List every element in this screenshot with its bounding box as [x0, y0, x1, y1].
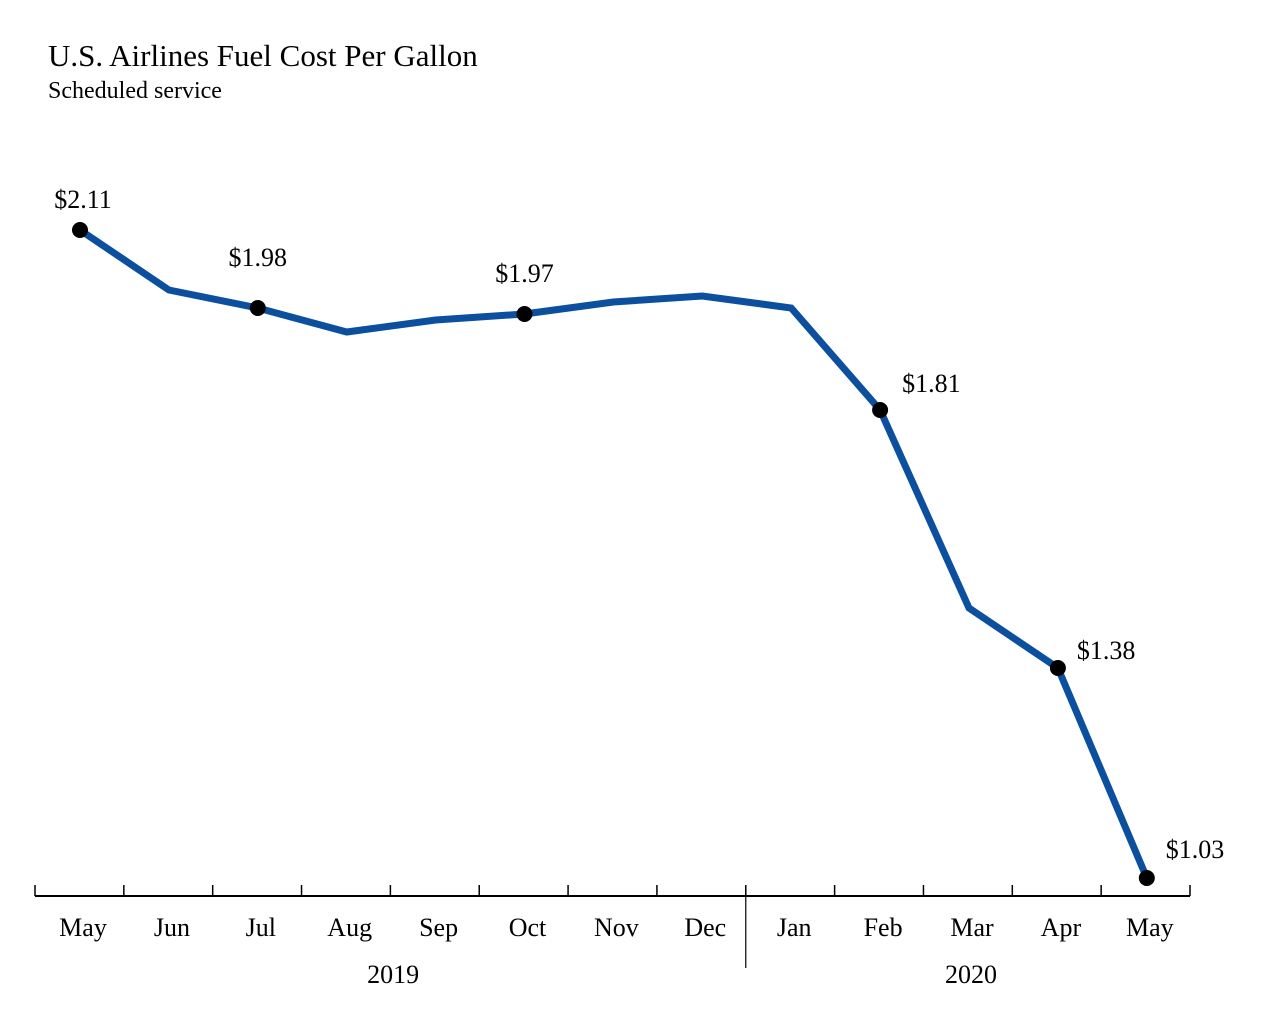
data-point-marker: [1138, 870, 1155, 886]
x-tick-label: Aug: [327, 913, 372, 942]
data-point-marker: [249, 300, 266, 316]
chart-title: U.S. Airlines Fuel Cost Per Gallon: [48, 38, 478, 73]
x-tick-label: Nov: [594, 913, 639, 942]
x-tick-label: Sep: [419, 913, 458, 942]
data-label: $1.38: [1077, 636, 1136, 665]
year-label: 2019: [367, 960, 419, 989]
data-label: $1.98: [229, 243, 288, 272]
x-tick-label: Dec: [684, 913, 726, 942]
data-label: $1.81: [902, 369, 961, 398]
x-tick-label: Jun: [154, 913, 190, 942]
chart-subtitle: Scheduled service: [48, 78, 222, 104]
data-point-marker: [1049, 660, 1066, 676]
x-tick-label: Jan: [777, 913, 812, 942]
data-label: $1.97: [495, 259, 554, 288]
data-label: $2.11: [54, 185, 112, 214]
data-point-marker: [872, 402, 889, 418]
x-tick-label: May: [59, 913, 107, 942]
x-tick-label: Mar: [950, 913, 994, 942]
x-tick-label: May: [1126, 913, 1174, 942]
data-point-marker: [516, 306, 533, 322]
x-tick-label: Jul: [246, 913, 276, 942]
year-label: 2020: [945, 960, 997, 989]
x-tick-label: Apr: [1041, 913, 1082, 942]
x-tick-label: Feb: [864, 913, 903, 942]
series-line: [78, 227, 1151, 880]
x-tick-label: Oct: [509, 913, 547, 942]
data-label: $1.03: [1166, 835, 1225, 864]
data-point-marker: [72, 222, 88, 238]
